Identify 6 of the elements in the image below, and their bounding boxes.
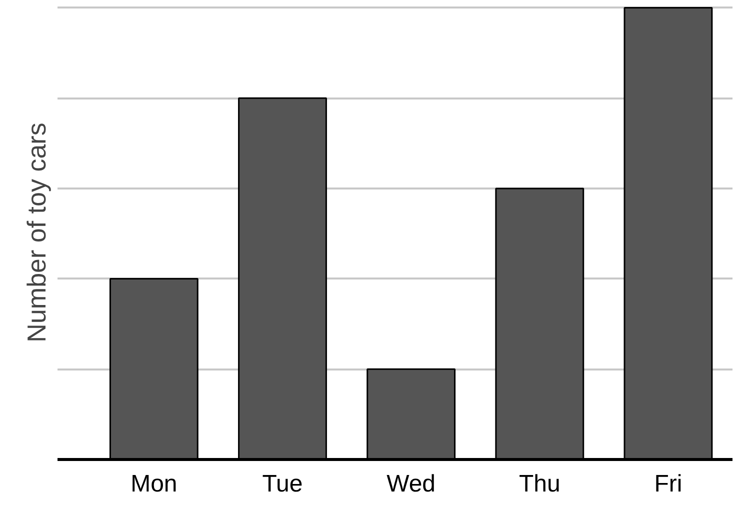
x-tick-label: Mon — [130, 470, 178, 498]
y-axis-title: Number of toy cars — [22, 122, 52, 342]
x-tick-label: Tue — [262, 470, 303, 498]
x-tick-label: Wed — [386, 470, 436, 498]
x-tick-label: Thu — [518, 470, 560, 498]
x-tick-label: Fri — [654, 470, 682, 498]
